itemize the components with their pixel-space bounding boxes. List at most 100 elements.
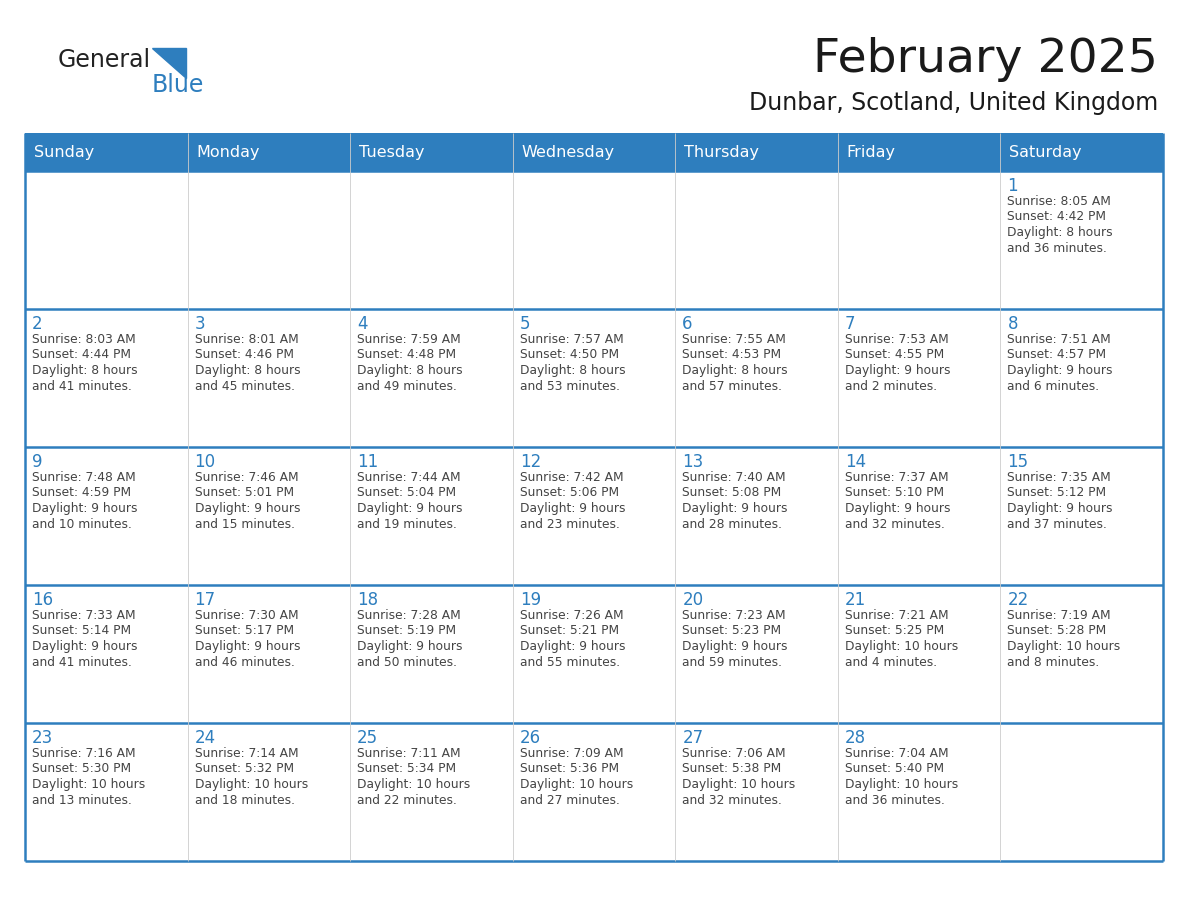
Text: 10: 10: [195, 453, 216, 471]
Text: 11: 11: [358, 453, 379, 471]
Text: 3: 3: [195, 315, 206, 333]
Text: 4: 4: [358, 315, 367, 333]
Text: February 2025: February 2025: [813, 38, 1158, 83]
Text: Daylight: 9 hours: Daylight: 9 hours: [195, 502, 301, 515]
Text: Sunset: 5:23 PM: Sunset: 5:23 PM: [682, 624, 782, 637]
Text: 24: 24: [195, 729, 216, 747]
Bar: [838, 447, 1000, 585]
Bar: [25, 309, 188, 447]
Text: 25: 25: [358, 729, 378, 747]
Text: Sunrise: 7:19 AM: Sunrise: 7:19 AM: [1007, 609, 1111, 622]
Text: 7: 7: [845, 315, 855, 333]
Text: and 45 minutes.: and 45 minutes.: [195, 379, 295, 393]
Text: 13: 13: [682, 453, 703, 471]
Text: and 36 minutes.: and 36 minutes.: [1007, 241, 1107, 254]
Text: and 8 minutes.: and 8 minutes.: [1007, 655, 1100, 668]
Text: Sunset: 4:44 PM: Sunset: 4:44 PM: [32, 349, 131, 362]
Text: 1: 1: [1007, 177, 1018, 195]
Text: 5: 5: [519, 315, 530, 333]
Text: 26: 26: [519, 729, 541, 747]
Text: Sunset: 5:17 PM: Sunset: 5:17 PM: [195, 624, 293, 637]
Text: Sunrise: 7:11 AM: Sunrise: 7:11 AM: [358, 747, 461, 760]
Text: Daylight: 9 hours: Daylight: 9 hours: [682, 640, 788, 653]
Text: Daylight: 9 hours: Daylight: 9 hours: [682, 502, 788, 515]
Text: and 22 minutes.: and 22 minutes.: [358, 793, 457, 807]
Text: Thursday: Thursday: [684, 144, 759, 160]
Text: Sunrise: 7:59 AM: Sunrise: 7:59 AM: [358, 333, 461, 346]
Text: Sunset: 5:25 PM: Sunset: 5:25 PM: [845, 624, 944, 637]
Bar: [25, 723, 188, 861]
Text: Sunday: Sunday: [34, 144, 94, 160]
Text: Sunrise: 7:40 AM: Sunrise: 7:40 AM: [682, 471, 786, 484]
Text: Sunset: 5:30 PM: Sunset: 5:30 PM: [32, 763, 131, 776]
Text: Daylight: 8 hours: Daylight: 8 hours: [358, 364, 463, 377]
Text: 16: 16: [32, 591, 53, 609]
Text: Daylight: 8 hours: Daylight: 8 hours: [32, 364, 138, 377]
Text: and 46 minutes.: and 46 minutes.: [195, 655, 295, 668]
Text: Daylight: 8 hours: Daylight: 8 hours: [682, 364, 788, 377]
Text: and 50 minutes.: and 50 minutes.: [358, 655, 457, 668]
Text: Daylight: 10 hours: Daylight: 10 hours: [682, 778, 796, 791]
Text: Blue: Blue: [152, 73, 204, 97]
Text: Sunrise: 7:55 AM: Sunrise: 7:55 AM: [682, 333, 786, 346]
Text: Monday: Monday: [196, 144, 260, 160]
Text: Daylight: 9 hours: Daylight: 9 hours: [1007, 364, 1113, 377]
Text: Daylight: 8 hours: Daylight: 8 hours: [195, 364, 301, 377]
Text: Sunset: 4:59 PM: Sunset: 4:59 PM: [32, 487, 131, 499]
Text: Sunset: 5:04 PM: Sunset: 5:04 PM: [358, 487, 456, 499]
Text: Daylight: 9 hours: Daylight: 9 hours: [32, 502, 138, 515]
Bar: [513, 585, 675, 723]
Bar: [1000, 723, 1163, 861]
Text: 2: 2: [32, 315, 43, 333]
Bar: [1000, 171, 1163, 309]
Text: Daylight: 10 hours: Daylight: 10 hours: [845, 778, 958, 791]
Text: Sunrise: 7:23 AM: Sunrise: 7:23 AM: [682, 609, 786, 622]
Text: 22: 22: [1007, 591, 1029, 609]
Text: and 57 minutes.: and 57 minutes.: [682, 379, 782, 393]
Text: Sunset: 5:21 PM: Sunset: 5:21 PM: [519, 624, 619, 637]
Text: Daylight: 9 hours: Daylight: 9 hours: [358, 502, 462, 515]
Text: and 19 minutes.: and 19 minutes.: [358, 518, 457, 531]
Text: Sunrise: 7:04 AM: Sunrise: 7:04 AM: [845, 747, 948, 760]
Bar: [513, 171, 675, 309]
Text: and 28 minutes.: and 28 minutes.: [682, 518, 782, 531]
Text: and 32 minutes.: and 32 minutes.: [682, 793, 782, 807]
Text: 18: 18: [358, 591, 378, 609]
Text: Sunrise: 7:30 AM: Sunrise: 7:30 AM: [195, 609, 298, 622]
Text: 9: 9: [32, 453, 43, 471]
Text: 21: 21: [845, 591, 866, 609]
Text: and 4 minutes.: and 4 minutes.: [845, 655, 937, 668]
Bar: [350, 309, 513, 447]
Text: 15: 15: [1007, 453, 1029, 471]
Text: Sunrise: 7:42 AM: Sunrise: 7:42 AM: [519, 471, 624, 484]
Text: Sunset: 5:08 PM: Sunset: 5:08 PM: [682, 487, 782, 499]
Bar: [25, 585, 188, 723]
Text: and 59 minutes.: and 59 minutes.: [682, 655, 782, 668]
Bar: [188, 585, 350, 723]
Text: Daylight: 9 hours: Daylight: 9 hours: [519, 502, 625, 515]
Text: Daylight: 9 hours: Daylight: 9 hours: [32, 640, 138, 653]
Bar: [675, 171, 838, 309]
Text: and 2 minutes.: and 2 minutes.: [845, 379, 937, 393]
Text: Sunset: 5:06 PM: Sunset: 5:06 PM: [519, 487, 619, 499]
Text: Sunset: 5:01 PM: Sunset: 5:01 PM: [195, 487, 293, 499]
Text: Sunset: 5:38 PM: Sunset: 5:38 PM: [682, 763, 782, 776]
Text: Sunset: 4:48 PM: Sunset: 4:48 PM: [358, 349, 456, 362]
Text: 20: 20: [682, 591, 703, 609]
Text: Sunrise: 8:01 AM: Sunrise: 8:01 AM: [195, 333, 298, 346]
Bar: [1000, 309, 1163, 447]
Text: Sunrise: 7:16 AM: Sunrise: 7:16 AM: [32, 747, 135, 760]
Text: Sunrise: 7:09 AM: Sunrise: 7:09 AM: [519, 747, 624, 760]
Text: and 36 minutes.: and 36 minutes.: [845, 793, 944, 807]
Text: Daylight: 9 hours: Daylight: 9 hours: [358, 640, 462, 653]
Text: and 23 minutes.: and 23 minutes.: [519, 518, 620, 531]
Text: and 37 minutes.: and 37 minutes.: [1007, 518, 1107, 531]
Text: Sunset: 5:19 PM: Sunset: 5:19 PM: [358, 624, 456, 637]
Text: Sunset: 4:50 PM: Sunset: 4:50 PM: [519, 349, 619, 362]
Text: Sunset: 4:53 PM: Sunset: 4:53 PM: [682, 349, 782, 362]
Bar: [838, 585, 1000, 723]
Text: Sunrise: 7:26 AM: Sunrise: 7:26 AM: [519, 609, 624, 622]
Bar: [513, 723, 675, 861]
Text: Sunrise: 7:44 AM: Sunrise: 7:44 AM: [358, 471, 461, 484]
Text: 27: 27: [682, 729, 703, 747]
